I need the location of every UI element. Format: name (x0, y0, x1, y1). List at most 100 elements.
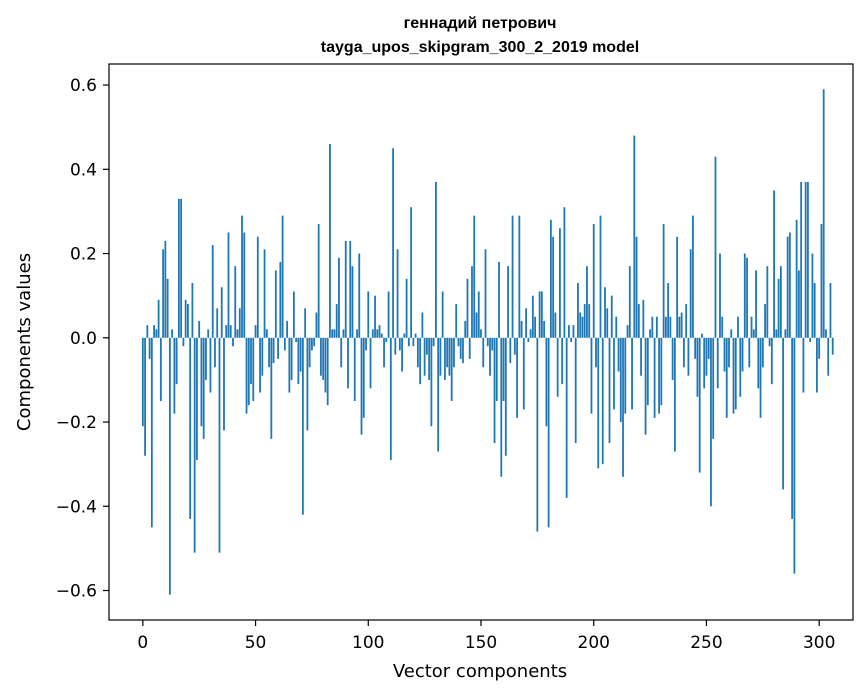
bar (725, 337, 728, 418)
bar (707, 337, 710, 359)
bar (171, 329, 174, 338)
bar (782, 337, 785, 490)
bar (150, 337, 153, 528)
bar (335, 304, 338, 338)
bar (552, 236, 555, 338)
bar (430, 337, 433, 427)
bar (344, 240, 347, 338)
bar (671, 337, 674, 380)
bar (743, 253, 746, 338)
x-axis-label: Vector components (393, 661, 567, 682)
bar (561, 337, 564, 385)
bar (189, 337, 192, 519)
bar (617, 337, 620, 372)
bar (739, 337, 742, 397)
bar (592, 224, 595, 338)
bar (227, 232, 230, 338)
bar (358, 253, 361, 338)
bar (728, 337, 730, 368)
bar (326, 337, 329, 406)
bar (389, 337, 392, 460)
bar (437, 337, 440, 452)
bar (788, 232, 791, 338)
bar (529, 329, 532, 338)
bar (153, 325, 155, 338)
bar (441, 291, 444, 338)
bar (556, 337, 559, 397)
bar (525, 308, 527, 338)
bar (144, 337, 146, 456)
bar (236, 329, 239, 338)
bar (640, 337, 642, 376)
bar (283, 337, 286, 351)
bar (829, 283, 832, 338)
y-tick-label: 0.2 (70, 245, 97, 265)
bar (813, 283, 816, 338)
bar (292, 291, 295, 338)
bar (468, 337, 471, 359)
bar (223, 337, 225, 431)
bar (168, 337, 171, 595)
bar (196, 337, 198, 460)
bar (779, 266, 782, 338)
bar (435, 181, 437, 338)
y-tick-label: −0.2 (56, 413, 97, 433)
bar (412, 337, 415, 347)
x-tick-label: 100 (352, 633, 384, 653)
bar (712, 337, 715, 439)
bar (331, 329, 334, 338)
bar (689, 249, 692, 338)
bar (270, 337, 273, 439)
bar (768, 337, 771, 347)
bar (719, 253, 721, 338)
bar (804, 181, 807, 338)
bar (615, 316, 618, 338)
bar (597, 337, 600, 469)
bar (473, 215, 476, 338)
bar (601, 337, 604, 465)
bar (387, 291, 390, 338)
bar-series (141, 89, 834, 595)
y-tick-label: 0.4 (70, 160, 97, 180)
bar (446, 337, 449, 368)
bar (453, 337, 455, 368)
bar (676, 236, 679, 338)
bar (667, 283, 670, 338)
bar (502, 337, 505, 401)
bar (187, 304, 189, 338)
bar (622, 337, 624, 477)
bar (642, 299, 645, 338)
bar (313, 337, 316, 347)
bar (297, 337, 300, 385)
bar (322, 337, 325, 380)
bar (831, 337, 834, 355)
bar (182, 337, 185, 347)
bar (721, 316, 724, 338)
bar (455, 304, 458, 338)
bar (444, 337, 446, 380)
bar (513, 337, 516, 355)
bar (631, 337, 633, 410)
bar (317, 224, 320, 338)
y-tick-label: −0.6 (56, 582, 97, 602)
bar (759, 337, 762, 418)
bar (238, 308, 241, 338)
bar (380, 333, 383, 338)
bar (177, 198, 180, 338)
bar (471, 266, 473, 338)
bar (374, 295, 376, 338)
x-tick-label: 150 (465, 633, 497, 653)
bar (644, 337, 647, 435)
bar (543, 320, 546, 338)
bar (410, 207, 413, 338)
bar (254, 325, 257, 338)
bar (825, 329, 827, 338)
bar (540, 291, 543, 338)
bar (281, 215, 284, 338)
bar (595, 337, 597, 368)
bar (775, 329, 778, 338)
bar (610, 295, 613, 338)
bar (770, 337, 773, 385)
bar (216, 308, 219, 338)
